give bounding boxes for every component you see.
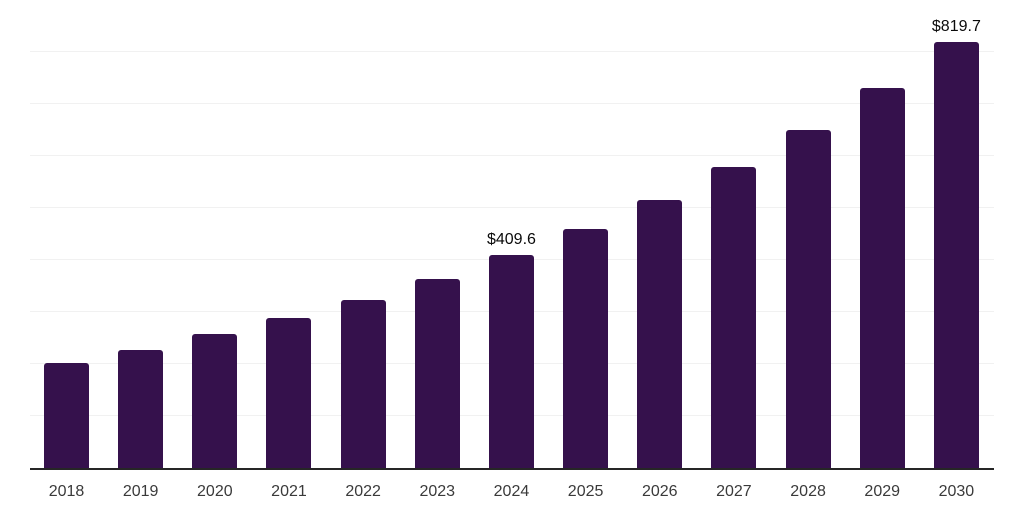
x-tick-label-2029: 2029 xyxy=(864,483,901,500)
gridline xyxy=(30,103,994,104)
bars-container: $409.6 $819.7 xyxy=(44,0,981,470)
x-tick-label-2020: 2020 xyxy=(197,483,233,500)
bar-2023 xyxy=(414,278,460,470)
x-tick-label-2018: 2018 xyxy=(48,483,85,500)
plot-area: $409.6 $819.7 xyxy=(30,0,994,470)
x-tick-label-2022: 2022 xyxy=(345,483,381,500)
bar-chart: $409.6 $819.7 2018 2019 2020 2021 2022 2023 202… xyxy=(30,0,994,512)
value-label-2024: $409.6 xyxy=(486,231,536,249)
bar-2030: $819.7 xyxy=(932,18,981,470)
x-tick-label-2021: 2021 xyxy=(271,483,307,500)
bar-2024: $409.6 xyxy=(487,231,536,470)
gridline xyxy=(30,155,994,156)
bar-2026 xyxy=(637,199,683,470)
bar-2022 xyxy=(340,299,386,470)
x-axis-labels: 2018 2019 2020 2021 2022 2023 2024 2025 2026 2027… xyxy=(44,470,979,500)
value-label-2030: $819.7 xyxy=(931,17,981,35)
gridline xyxy=(30,207,994,208)
x-tick-label-2025: 2025 xyxy=(567,483,604,500)
bar-2025 xyxy=(563,228,609,470)
bar-2018 xyxy=(44,363,89,470)
x-tick-label-2028: 2028 xyxy=(790,483,826,500)
x-tick-label-2026: 2026 xyxy=(641,483,678,500)
bar-2021 xyxy=(266,318,312,470)
bar-2029 xyxy=(859,87,905,470)
bar-2027 xyxy=(711,166,757,470)
bar-2019 xyxy=(118,350,164,470)
x-tick-label-2030: 2030 xyxy=(938,483,975,500)
x-tick-label-2019: 2019 xyxy=(122,483,159,500)
x-tick-label-2027: 2027 xyxy=(716,483,752,500)
x-axis-line xyxy=(30,468,994,470)
bar-2028 xyxy=(785,129,831,470)
gridline xyxy=(30,51,994,52)
bar-2020 xyxy=(192,334,238,470)
x-tick-label-2024: 2024 xyxy=(493,483,530,500)
x-tick-label-2023: 2023 xyxy=(419,483,456,500)
